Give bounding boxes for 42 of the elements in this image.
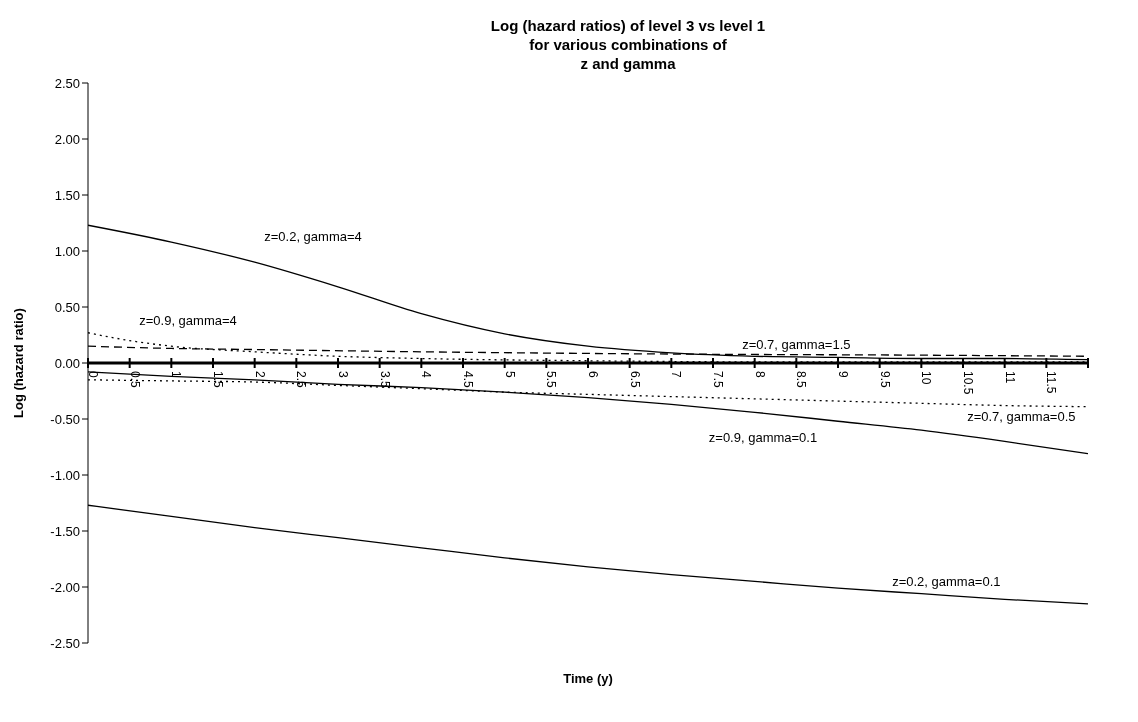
x-tick-label: 9 xyxy=(836,371,850,378)
x-tick-label: 7.5 xyxy=(711,371,725,389)
x-tick-label: 7 xyxy=(669,371,684,378)
x-tick-label: 4 xyxy=(419,371,434,378)
x-tick-label: 6 xyxy=(586,371,600,378)
series-label: z=0.7, gamma=1.5 xyxy=(742,336,851,352)
x-tick-label: 0 xyxy=(86,371,100,378)
x-tick-label: 10 xyxy=(919,371,934,385)
y-tick-label: 1.50 xyxy=(54,187,80,203)
x-tick-label: 3.5 xyxy=(377,371,392,389)
x-tick-label: 2 xyxy=(252,371,267,378)
x-tick-label: 9.5 xyxy=(877,371,892,389)
y-tick-label: 2.00 xyxy=(54,131,80,147)
y-tick-label: 0.00 xyxy=(54,355,80,371)
x-tick-label: 6.5 xyxy=(627,371,642,389)
x-tick-label: 1.5 xyxy=(211,371,225,389)
x-tick-label: 5.5 xyxy=(544,371,559,389)
y-tick-label: -1.00 xyxy=(50,467,80,483)
y-tick-label: -2.00 xyxy=(50,579,80,595)
series-label: z=0.9, gamma=4 xyxy=(139,313,237,329)
series-label: z=0.9, gamma=0.1 xyxy=(708,429,818,445)
series-label: z=0.2, gamma=0.1 xyxy=(892,574,1001,590)
x-tick-label: 8.5 xyxy=(794,371,809,389)
x-tick-label: 0.5 xyxy=(127,371,142,389)
y-tick-label: -0.50 xyxy=(50,411,80,427)
chart-title: Log (hazard ratios) of level 3 vs level 1 for various combinations of z and gamma xyxy=(489,16,767,73)
x-tick-label: 11 xyxy=(1002,371,1017,384)
x-tick-label: 3 xyxy=(336,371,350,378)
x-tick-label: 5 xyxy=(502,371,517,378)
y-tick-label: -1.50 xyxy=(50,523,80,539)
y-tick-label: 2.50 xyxy=(54,75,80,91)
y-tick-label: 0.50 xyxy=(54,299,80,315)
x-axis-title: Time (y) xyxy=(563,671,613,686)
x-tick-label: 4.5 xyxy=(461,371,475,389)
x-tick-label: 10.5 xyxy=(961,371,975,395)
x-tick-label: 11.5 xyxy=(1044,371,1059,394)
y-axis-title: Log (hazard ratio) xyxy=(10,308,26,418)
series-label: z=0.7, gamma=0.5 xyxy=(967,409,1076,425)
series-label: z=0.2, gamma=4 xyxy=(264,229,362,245)
y-tick-label: 1.00 xyxy=(54,243,80,259)
y-tick-label: -2.50 xyxy=(50,635,80,651)
x-tick-label: 8 xyxy=(752,371,767,378)
